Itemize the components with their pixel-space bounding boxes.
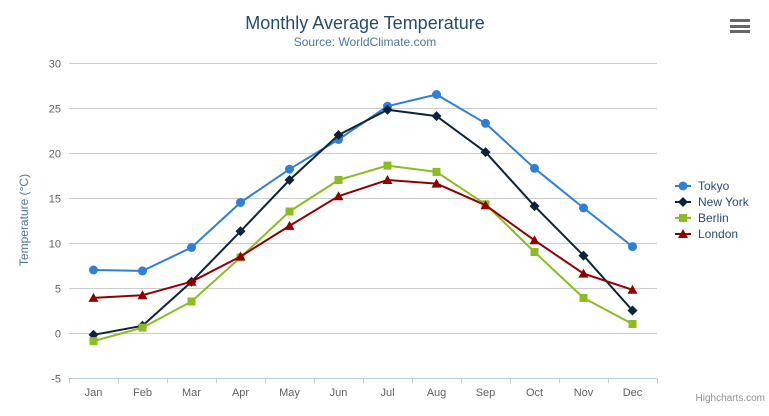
y-axis-label: -5	[51, 374, 61, 386]
export-menu-button[interactable]	[730, 19, 750, 35]
y-axis-label: 5	[55, 284, 61, 296]
series-new-york	[88, 104, 638, 340]
data-point-marker	[235, 226, 246, 237]
legend-item-tokyo[interactable]: Tokyo	[675, 178, 749, 194]
data-point-marker	[88, 292, 99, 302]
data-point-marker	[138, 266, 147, 276]
data-point-marker	[529, 201, 540, 212]
data-point-marker	[382, 175, 393, 184]
data-point-marker	[579, 293, 588, 302]
chart-title: Monthly Average Temperature	[245, 13, 485, 33]
data-point-marker	[431, 178, 442, 188]
data-point-marker	[137, 290, 148, 300]
y-axis-label: 0	[55, 329, 61, 341]
data-point-marker	[530, 163, 539, 173]
data-point-marker	[333, 191, 344, 201]
data-point-marker	[578, 268, 589, 278]
x-axis-label: Jul	[380, 387, 394, 399]
data-point-marker	[480, 200, 491, 210]
legend-label: Tokyo	[698, 179, 730, 193]
data-point-marker	[579, 203, 588, 213]
credits-link[interactable]: Highcharts.com	[695, 393, 765, 404]
data-point-marker	[529, 235, 540, 245]
series-london	[88, 175, 638, 302]
x-axis-label: Sep	[476, 387, 496, 399]
square-marker-icon	[675, 214, 691, 222]
data-point-marker	[628, 242, 637, 252]
series-line-new-york	[92, 108, 634, 336]
data-point-marker	[383, 161, 392, 170]
x-axis-label: Apr	[232, 387, 249, 399]
data-point-marker	[285, 164, 294, 174]
data-point-marker	[480, 147, 491, 158]
x-axis-label: Jun	[330, 387, 348, 399]
legend-label: Berlin	[698, 211, 729, 225]
data-point-marker	[530, 248, 539, 256]
data-point-marker	[678, 229, 688, 238]
data-point-marker	[481, 118, 490, 128]
series-tokyo	[89, 90, 637, 276]
data-point-marker	[236, 198, 245, 207]
hamburger-icon	[730, 24, 750, 28]
legend-item-london[interactable]: London	[675, 226, 749, 242]
series-line-tokyo	[92, 93, 634, 272]
data-point-marker	[382, 104, 393, 115]
y-axis-label: 25	[49, 104, 61, 116]
hamburger-icon	[730, 30, 750, 33]
series-layer	[88, 90, 638, 346]
data-point-marker	[679, 214, 687, 222]
data-point-marker	[678, 181, 688, 191]
data-point-marker	[334, 176, 343, 184]
data-point-marker	[628, 320, 637, 328]
data-point-marker	[678, 197, 688, 207]
y-axis-label: 10	[49, 239, 61, 251]
data-point-marker	[333, 130, 344, 140]
x-axis-label: Dec	[623, 387, 643, 399]
data-point-marker	[235, 251, 246, 261]
circle-marker-icon	[675, 181, 691, 191]
x-axis-label: May	[279, 387, 300, 399]
y-axis-label: 20	[49, 149, 61, 161]
data-point-marker	[578, 250, 589, 261]
data-point-marker	[284, 220, 295, 230]
legend-label: London	[698, 227, 739, 241]
legend: Tokyo New York Berlin London	[675, 178, 749, 242]
triangle-marker-icon	[675, 229, 691, 238]
data-point-marker	[627, 305, 638, 316]
y-axis-title: Temperature (°C)	[17, 174, 31, 266]
legend-item-berlin[interactable]: Berlin	[675, 210, 749, 226]
x-axis-label: Oct	[526, 387, 543, 399]
data-point-marker	[432, 90, 441, 99]
data-point-marker	[284, 175, 295, 185]
data-point-marker	[89, 337, 98, 346]
x-axis-label: Aug	[427, 387, 447, 399]
data-point-marker	[432, 167, 441, 176]
series-line-berlin	[92, 164, 634, 343]
data-point-marker	[138, 323, 147, 332]
diamond-marker-icon	[675, 197, 691, 207]
data-point-marker	[187, 243, 196, 252]
data-point-marker	[89, 265, 98, 275]
x-axis-label: Jan	[85, 387, 103, 399]
axes-layer: -5 0 5 10 15 20 25 30 Jan Feb Mar Apr May Jun Jul Aug Se…	[49, 59, 658, 399]
hamburger-icon	[730, 19, 750, 22]
legend-label: New York	[698, 195, 749, 209]
data-point-marker	[187, 297, 196, 306]
data-point-marker	[285, 207, 294, 216]
data-point-marker	[627, 284, 638, 294]
y-axis-label: 15	[49, 194, 61, 206]
y-axis-label: 30	[49, 59, 61, 71]
data-point-marker	[186, 276, 197, 286]
series-line-london	[92, 179, 634, 299]
x-axis-label: Mar	[182, 387, 201, 399]
x-axis-label: Nov	[574, 387, 594, 399]
legend-item-new-york[interactable]: New York	[675, 194, 749, 210]
x-axis-label: Feb	[133, 387, 152, 399]
data-point-marker	[431, 111, 442, 122]
chart-subtitle: Source: WorldClimate.com	[293, 35, 437, 49]
